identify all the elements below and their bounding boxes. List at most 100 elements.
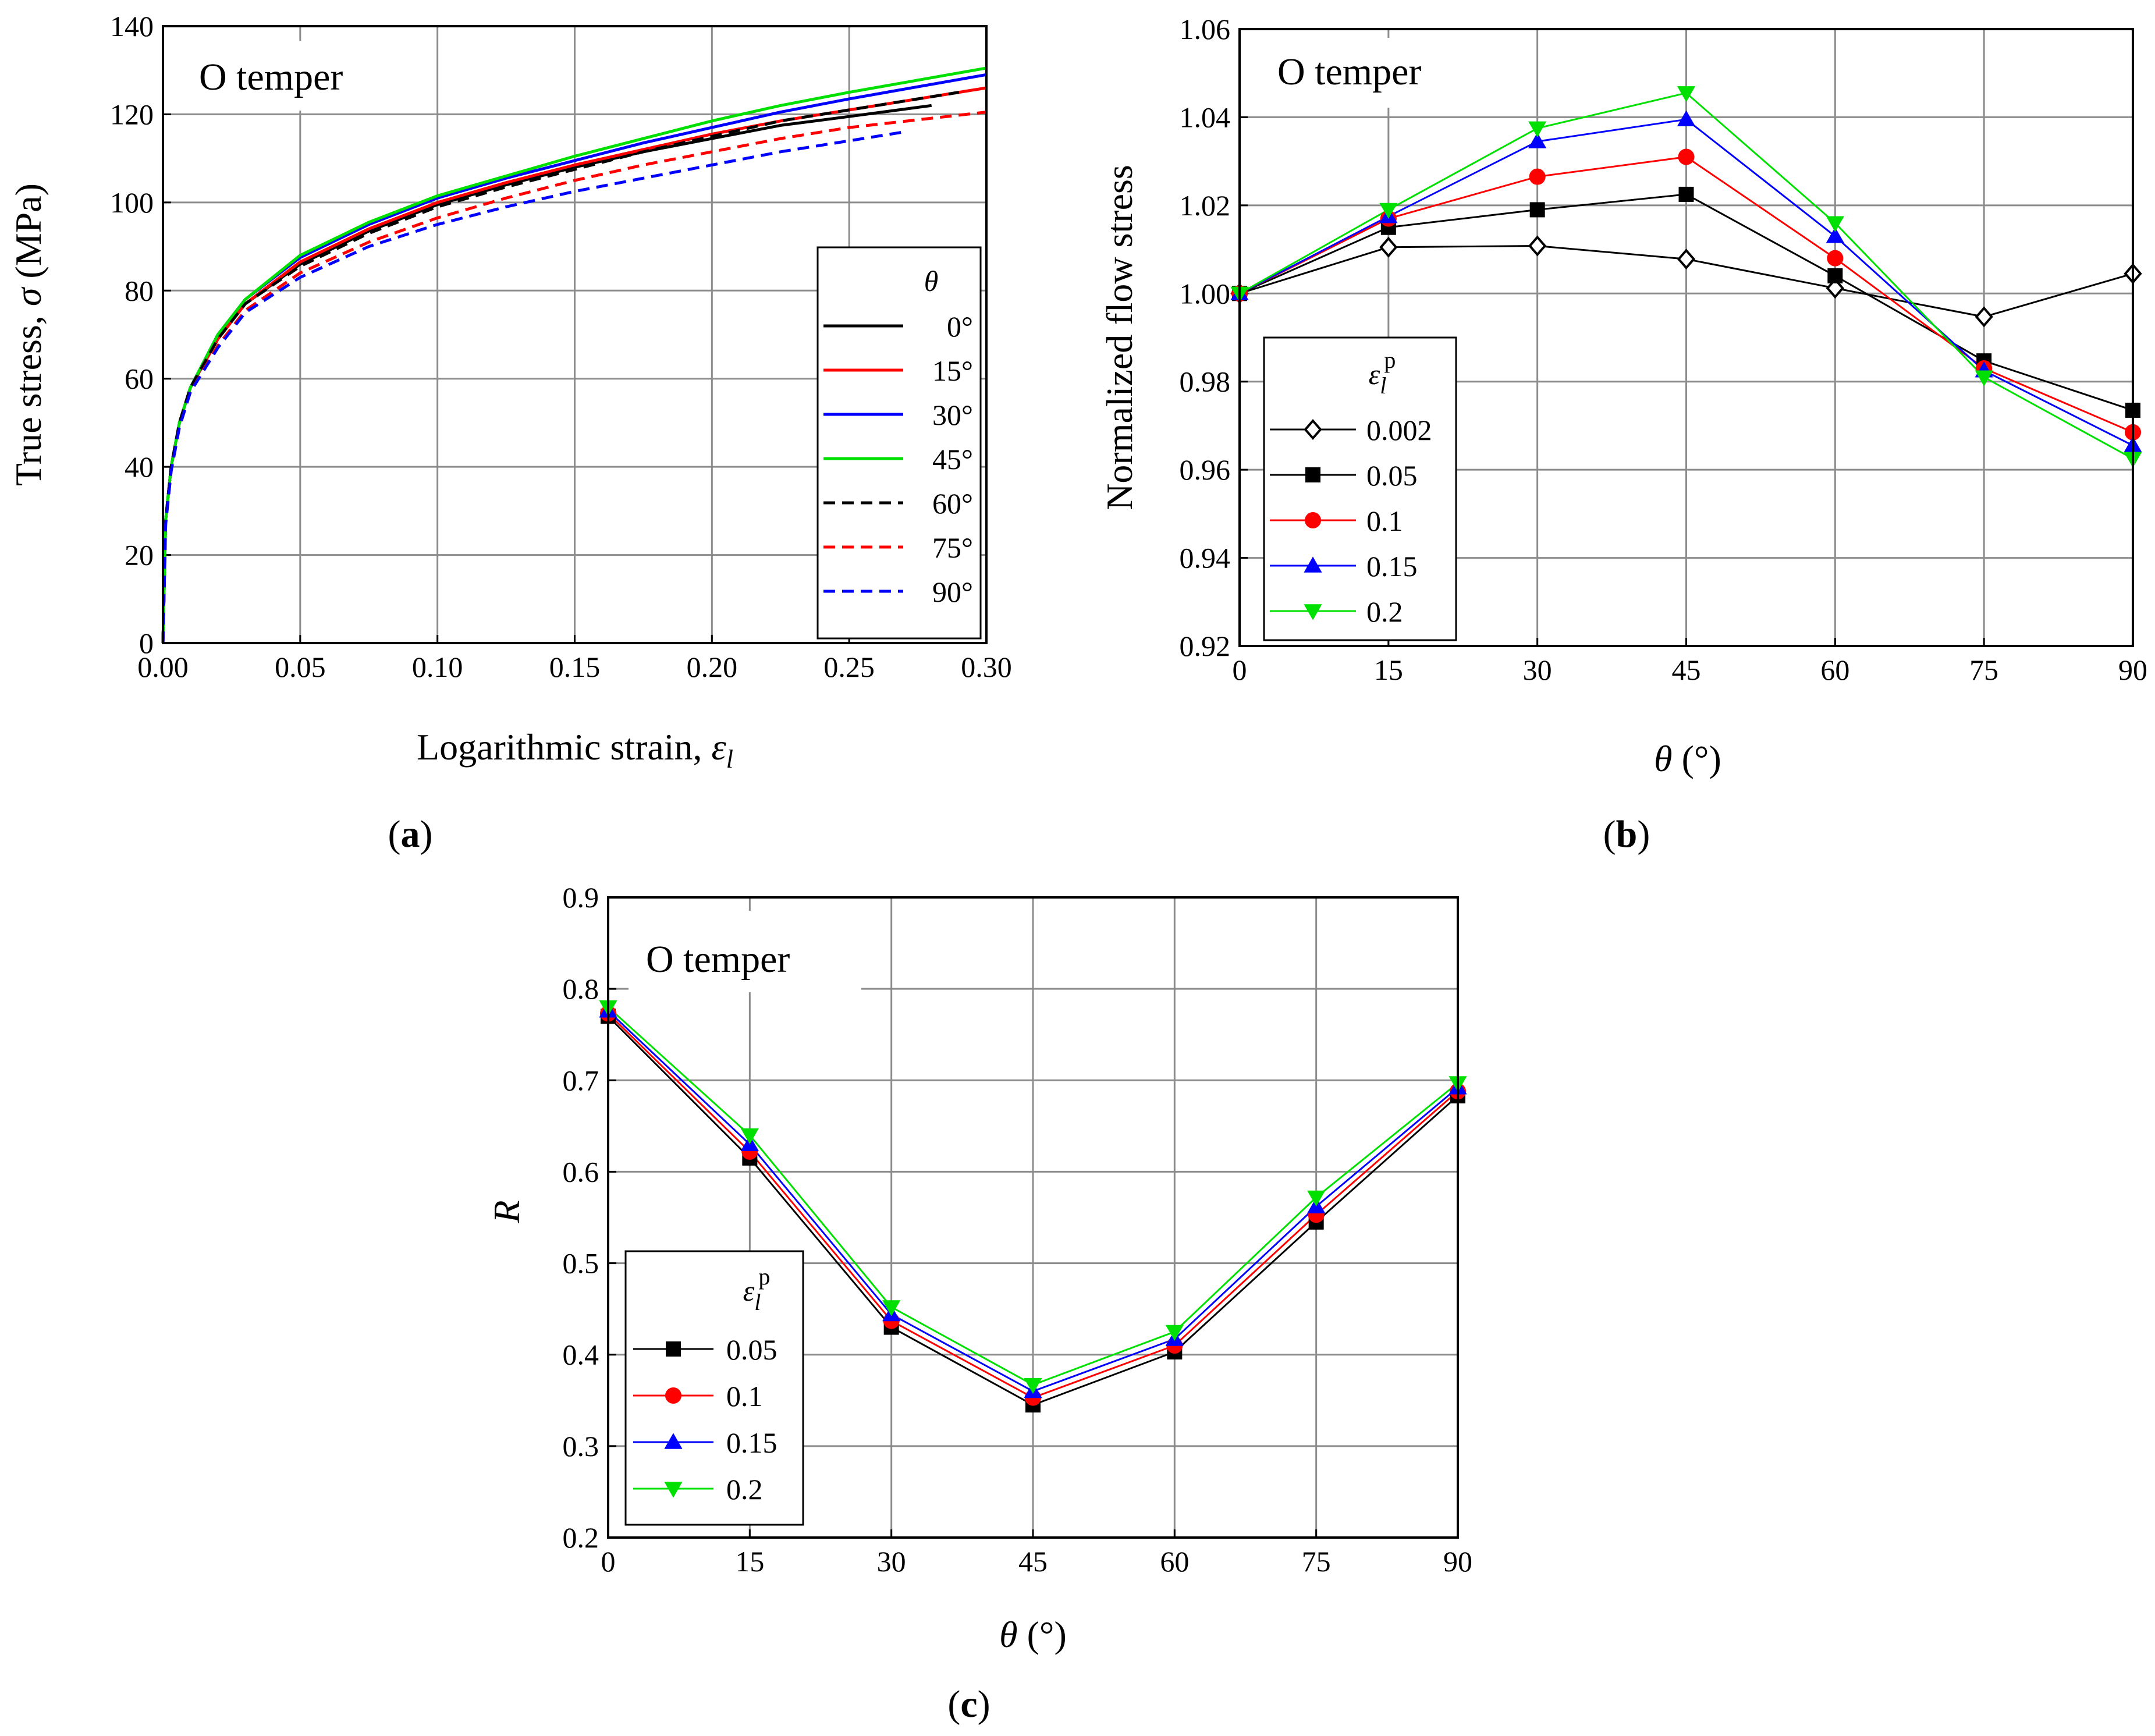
- y-axis-label-unit: (MPa): [8, 183, 49, 288]
- curve-theta-75: [161, 111, 987, 644]
- legend-label: 45°: [932, 443, 973, 475]
- legend-label: 90°: [932, 576, 973, 608]
- y-tick-label: 80: [125, 274, 154, 307]
- data-point-0-2: [1975, 370, 1993, 386]
- data-point-0-002: [1975, 306, 1993, 328]
- annotation-background: [1248, 38, 1458, 108]
- x-axis-label-symbol: ε: [712, 726, 727, 768]
- data-point-0-002: [1528, 235, 1547, 257]
- legend-title-symbol: ε: [743, 1275, 755, 1307]
- legend-marker-0-002: [1304, 419, 1322, 440]
- y-tick-label: 0.9: [563, 881, 599, 914]
- legend-label: 0.05: [1366, 459, 1418, 492]
- x-axis-label-unit: (°): [1673, 738, 1721, 779]
- data-point-0-2: [1826, 216, 1844, 232]
- legend-box: [1263, 336, 1457, 641]
- legend-box: [816, 246, 982, 640]
- y-tick-labels: 0 20 40 60 80 100 120 140: [110, 10, 154, 659]
- legend-label: 60°: [932, 487, 973, 520]
- x-axis-label: θ (°): [1654, 738, 1721, 779]
- legend-title: εlp: [1369, 347, 1396, 399]
- x-axis-label-text: Logarithmic strain,: [417, 726, 712, 768]
- legend-marker-0-05: [666, 1341, 681, 1357]
- legend-label: 0.15: [1366, 550, 1418, 583]
- y-tick-label: 100: [110, 186, 154, 219]
- y-tick-label: 0: [139, 627, 154, 659]
- series: [599, 1000, 1467, 1413]
- legend-box: [624, 1250, 804, 1526]
- plot-frame: [1238, 28, 2134, 647]
- x-tick-label: 0.05: [275, 651, 326, 683]
- y-axis-label: Normalized flow stress: [1099, 165, 1140, 510]
- y-tick-label: 0.94: [1180, 542, 1231, 574]
- x-tick-label: 0: [1233, 654, 1247, 686]
- annotation-background: [185, 41, 389, 111]
- x-tick-label: 90: [1443, 1545, 1472, 1578]
- data-point-0-2: [1165, 1325, 1184, 1341]
- panel-label-a: (a): [388, 813, 433, 855]
- data-point-0-1: [1827, 250, 1844, 267]
- data-point-0-2: [1024, 1378, 1042, 1394]
- data-point-0-15: [1826, 227, 1844, 243]
- x-tick-label: 0.15: [549, 651, 601, 683]
- legend-label: 0°: [947, 310, 973, 343]
- y-axis-label-symbol: σ: [8, 286, 49, 306]
- y-axis-label: R: [486, 1200, 527, 1223]
- y-tick-label: 0.7: [563, 1064, 599, 1096]
- data-point-0-1: [1529, 168, 1546, 185]
- series: [1230, 86, 2142, 468]
- y-tick-label: 0.6: [563, 1155, 599, 1188]
- y-tick-label: 120: [110, 98, 154, 130]
- legend-title-symbol: ε: [1369, 358, 1380, 390]
- x-tick-label: 30: [877, 1545, 906, 1578]
- data-point-0-2: [1528, 121, 1547, 137]
- panel-a: 0.00 0.05 0.10 0.15 0.20 0.25 0.30 0 20 40 60 80 10…: [8, 10, 1012, 855]
- legend-label: 0.002: [1366, 414, 1432, 446]
- x-tick-label: 0.30: [961, 651, 1012, 683]
- x-tick-label: 15: [735, 1545, 764, 1578]
- legend-marker-0-1: [665, 1387, 682, 1404]
- y-tick-label: 0.2: [563, 1521, 599, 1554]
- x-tick-label: 0.25: [823, 651, 875, 683]
- x-tick-label: 60: [1160, 1545, 1189, 1578]
- data-point-0-15: [1677, 110, 1696, 126]
- y-axis-label: True stress, σ (MPa): [8, 183, 49, 486]
- curve-theta-90: [161, 130, 904, 644]
- y-tick-label: 0.3: [563, 1430, 599, 1462]
- y-tick-label: 0.8: [563, 972, 599, 1005]
- x-tick-label: 45: [1672, 654, 1701, 686]
- y-tick-label: 60: [125, 363, 154, 395]
- legend-title-superscript: p: [758, 1263, 770, 1290]
- x-tick-label: 30: [1523, 654, 1552, 686]
- legend: θ 0° 15° 30° 45° 60° 75° 90°: [816, 246, 982, 640]
- legend-items: 0.05 0.1 0.15 0.2: [633, 1333, 777, 1506]
- x-axis-label-symbol: θ: [1654, 738, 1672, 779]
- data-point-0-2: [740, 1128, 759, 1145]
- data-point-0-05: [1827, 268, 1843, 283]
- x-tick-label: 15: [1374, 654, 1403, 686]
- annotation-o-temper: O temper: [646, 938, 790, 981]
- legend-title: θ: [924, 265, 939, 297]
- x-tick-label: 75: [1302, 1545, 1331, 1578]
- annotation-o-temper: O temper: [199, 56, 343, 98]
- x-tick-label: 0.00: [137, 651, 189, 683]
- plot-frame: [162, 25, 988, 644]
- x-axis-label-symbol: θ: [999, 1614, 1017, 1655]
- data-point-0-05: [1529, 202, 1545, 218]
- y-tick-labels: 0.2 0.3 0.4 0.5 0.6 0.7 0.8 0.9: [563, 881, 599, 1554]
- x-tick-label: 75: [1969, 654, 1998, 686]
- x-tick-labels: 0.00 0.05 0.10 0.15 0.20 0.25 0.30: [137, 651, 1012, 683]
- panel-label-letter: b: [1616, 813, 1638, 855]
- legend-marker-0-15: [1304, 556, 1322, 573]
- legend-title-superscript: p: [1384, 347, 1396, 373]
- legend-title: εlp: [743, 1263, 771, 1315]
- panel-label-letter: c: [960, 1683, 977, 1726]
- x-tick-label: 0: [601, 1545, 616, 1578]
- legend-marker-0-05: [1305, 467, 1320, 482]
- y-tick-labels: 0.92 0.94 0.96 0.98 1.00 1.02 1.04 1.06: [1180, 13, 1231, 662]
- legend-title-subscript: l: [1380, 372, 1386, 399]
- y-tick-label: 140: [110, 10, 154, 42]
- legend-title-subscript: l: [754, 1289, 761, 1315]
- legend-items: 0° 15° 30° 45° 60° 75° 90°: [823, 310, 973, 608]
